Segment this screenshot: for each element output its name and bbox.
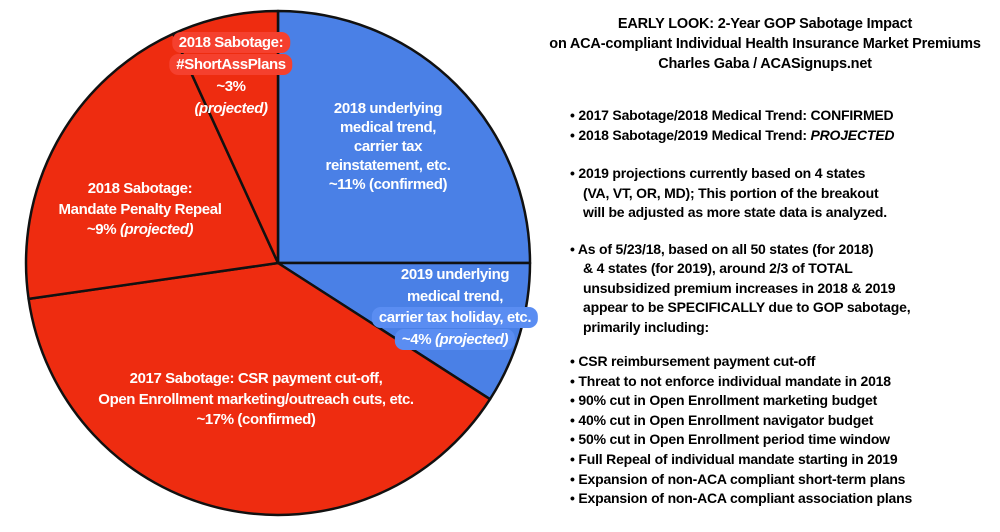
label-line: #ShortAssPlans [169,54,293,76]
note-line: • 2019 projections currently based on 4 … [570,165,866,181]
note-2019-projections: • 2019 projections currently based on 4 … [536,164,994,223]
label-line: carrier tax [353,138,423,155]
pie-label-2019-medical-trend: 2019 underlying medical trend, carrier t… [371,264,539,351]
label-line: Open Enrollment marketing/outreach cuts,… [98,390,414,408]
list-item: • Expansion of non-ACA compliant short-t… [570,470,906,487]
pie-label-2018-medical-trend: 2018 underlying medical trend, carrier t… [326,99,451,194]
page-title: EARLY LOOK: 2-Year GOP Sabotage Impact o… [536,14,994,74]
list-item: • Threat to not enforce individual manda… [570,372,891,389]
label-chip: 2018 Sabotage: [171,32,291,53]
label-line: 2018 Sabotage: [169,32,292,54]
title-line-1: EARLY LOOK: 2-Year GOP Sabotage Impact [617,16,913,32]
note-line: unsubsidized premium increases in 2018 &… [583,279,896,296]
pie-slice-1 [276,9,532,265]
pie-label-2017-sabotage: 2017 Sabotage: CSR payment cut-off, Open… [98,369,414,431]
status-legend: • 2017 Sabotage/2018 Medical Trend: CONF… [536,105,994,145]
label-chip: carrier tax holiday, etc. [371,307,539,328]
list-item: • CSR reimbursement payment cut-off [570,353,816,369]
list-item: • 90% cut in Open Enrollment marketing b… [570,392,878,409]
label-pct: ~17% (confirmed) [196,411,316,428]
label-line: medical trend, [339,119,437,136]
label-line: reinstatement, etc. [325,157,451,174]
label-pct: ~3% [216,78,246,95]
label-line: 2018 underlying [333,100,443,117]
list-item: • 50% cut in Open Enrollment period time… [570,431,890,448]
pie-label-2018-mandate-repeal: 2018 Sabotage: Mandate Penalty Repeal ~9… [59,179,222,241]
label-pct: ~9% (projected) [86,221,194,238]
legend-item-projected: • 2018 Sabotage/2019 Medical Trend: PROJ… [570,127,895,143]
sabotage-item-list: • CSR reimbursement payment cut-off • Th… [536,352,994,509]
label-chip: ~4% (projected) [394,328,516,350]
label-line: medical trend, [406,287,504,305]
note-line: (VA, VT, OR, MD); This portion of the br… [583,184,879,201]
note-line: primarily including: [583,318,709,335]
label-line: 2018 Sabotage: [87,180,193,197]
label-line: 2017 Sabotage: CSR payment cut-off, [129,370,383,387]
label-line: Mandate Penalty Repeal [58,200,222,218]
label-line: 2019 underlying [400,266,510,283]
legend-item-confirmed: • 2017 Sabotage/2018 Medical Trend: CONF… [570,107,894,123]
label-pct: ~11% (confirmed) [328,176,448,193]
info-panel: EARLY LOOK: 2-Year GOP Sabotage Impact o… [536,14,994,509]
list-item: • 40% cut in Open Enrollment navigator b… [570,411,874,428]
note-line: • As of 5/23/18, based on all 50 states … [570,240,874,257]
title-byline: Charles Gaba / ACASignups.net [658,56,872,72]
note-line: & 4 states (for 2019), around 2/3 of TOT… [583,260,853,276]
note-as-of: • As of 5/23/18, based on all 50 states … [536,240,994,338]
label-line: carrier tax holiday, etc. [371,307,539,329]
list-item: • Full Repeal of individual mandate star… [570,450,898,467]
label-status: (projected) [194,100,268,117]
title-line-2: on ACA-compliant Individual Health Insur… [549,36,981,52]
label-chip: #ShortAssPlans [169,54,293,75]
note-line: will be adjusted as more state data is a… [583,204,887,220]
note-line: appear to be SPECIFICALLY due to GOP sab… [583,299,911,315]
pie-slice-4 [24,32,280,301]
list-item: • Expansion of non-ACA compliant associa… [570,490,913,507]
label-pct: ~4% (projected) [372,328,538,351]
pie-label-shortassplans: 2018 Sabotage: #ShortAssPlans ~3% (proje… [169,32,293,120]
